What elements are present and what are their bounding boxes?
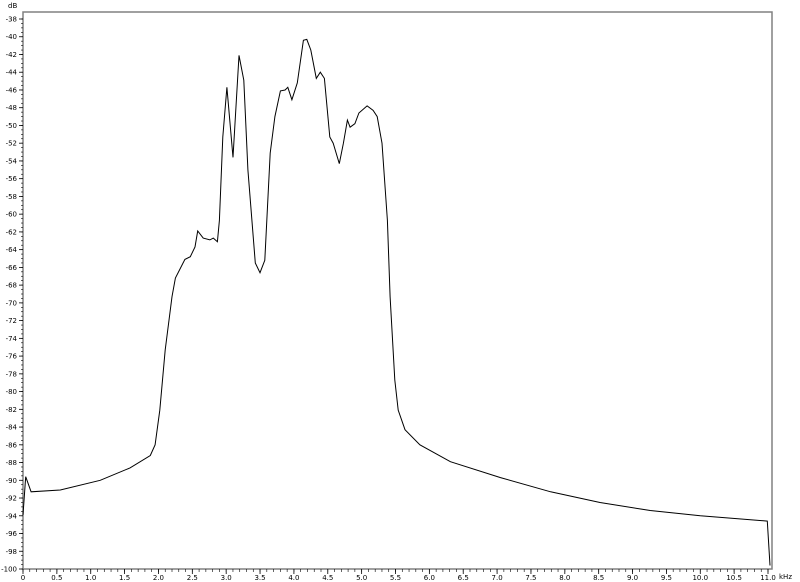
y-tick-label: -58 bbox=[6, 193, 17, 201]
y-tick-label: -72 bbox=[6, 317, 17, 325]
y-tick-label: -100 bbox=[1, 566, 17, 574]
plot-frame bbox=[22, 11, 773, 570]
x-tick-label: 11.0 bbox=[760, 574, 776, 582]
y-tick-label: -96 bbox=[6, 530, 18, 538]
series-line bbox=[22, 38, 771, 566]
y-tick-label: -44 bbox=[6, 69, 18, 77]
y-tick-label: -40 bbox=[6, 33, 17, 41]
x-tick-label: 9.5 bbox=[661, 574, 672, 582]
y-tick-label: -52 bbox=[6, 140, 17, 148]
y-tick-label: -76 bbox=[6, 353, 18, 361]
x-tick-label: 8.5 bbox=[593, 574, 604, 582]
y-tick-label: -64 bbox=[6, 246, 18, 254]
x-tick-label: 5.5 bbox=[390, 574, 401, 582]
y-tick-label: -74 bbox=[6, 335, 18, 343]
y-tick-label: -66 bbox=[6, 264, 18, 272]
y-tick-label: -88 bbox=[6, 459, 17, 467]
y-tick-label: -50 bbox=[6, 122, 17, 130]
x-tick-label: 4.5 bbox=[322, 574, 333, 582]
y-tick-label: -70 bbox=[6, 299, 17, 307]
y-tick-label: -84 bbox=[6, 424, 18, 432]
y-tick-label: -78 bbox=[6, 370, 17, 378]
x-tick-label: 2.5 bbox=[187, 574, 198, 582]
x-tick-label: 4.0 bbox=[288, 574, 299, 582]
x-tick-label: 1.5 bbox=[119, 574, 130, 582]
y-tick-label: -54 bbox=[6, 157, 18, 165]
y-axis: -38 -40 -42 -44 -46 -48 -50 -52 -54 -56 -58 -60 -62 -… bbox=[1, 16, 23, 574]
y-tick-label: -86 bbox=[6, 441, 18, 449]
x-tick-label: 8.0 bbox=[559, 574, 570, 582]
y-tick-label: -98 bbox=[6, 548, 17, 556]
x-tick-label: 6.0 bbox=[424, 574, 435, 582]
x-tick-label: 5.0 bbox=[356, 574, 367, 582]
x-tick-label: 7.5 bbox=[525, 574, 536, 582]
x-tick-label: 1.0 bbox=[85, 574, 96, 582]
y-tick-label: -38 bbox=[6, 16, 17, 24]
y-tick-label: -94 bbox=[6, 512, 18, 520]
y-tick-label: -82 bbox=[6, 406, 17, 414]
y-tick-label: -80 bbox=[6, 388, 17, 396]
y-tick-label: -48 bbox=[6, 104, 17, 112]
y-tick-label: -92 bbox=[6, 495, 17, 503]
x-tick-label: 10.5 bbox=[726, 574, 742, 582]
x-tick-label: 2.0 bbox=[153, 574, 164, 582]
y-tick-label: -90 bbox=[6, 477, 17, 485]
x-tick-label: 6.5 bbox=[458, 574, 469, 582]
x-tick-label: 7.0 bbox=[492, 574, 503, 582]
x-tick-label: 0 bbox=[21, 574, 25, 582]
y-tick-label: -60 bbox=[6, 211, 17, 219]
x-tick-label: 10.0 bbox=[692, 574, 708, 582]
x-tick-label: 3.5 bbox=[254, 574, 265, 582]
y-axis-label: dB bbox=[8, 2, 17, 10]
y-tick-label: -46 bbox=[6, 86, 18, 94]
y-tick-label: -42 bbox=[6, 51, 17, 59]
y-tick-label: -56 bbox=[6, 175, 18, 183]
x-tick-label: 0.5 bbox=[51, 574, 62, 582]
y-tick-label: -68 bbox=[6, 282, 17, 290]
x-tick-label: 9.0 bbox=[627, 574, 638, 582]
x-axis-unit: kHz bbox=[779, 573, 792, 581]
x-axis: 0 0.5 1.0 1.5 2.0 2.5 3.0 3.5 4.0 4.5 5.0 5.5 6.0 6.5… bbox=[21, 569, 776, 582]
y-tick-label: -62 bbox=[6, 228, 17, 236]
x-tick-label: 3.0 bbox=[221, 574, 232, 582]
